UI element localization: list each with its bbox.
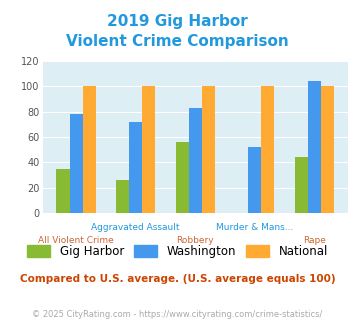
- Text: Aggravated Assault: Aggravated Assault: [92, 222, 180, 232]
- Bar: [248, 147, 261, 213]
- Bar: [176, 142, 189, 213]
- Text: Robbery: Robbery: [176, 237, 214, 246]
- Bar: [142, 86, 155, 213]
- Text: Compared to U.S. average. (U.S. average equals 100): Compared to U.S. average. (U.S. average …: [20, 274, 335, 284]
- Text: © 2025 CityRating.com - https://www.cityrating.com/crime-statistics/: © 2025 CityRating.com - https://www.city…: [32, 310, 323, 319]
- Text: Murder & Mans...: Murder & Mans...: [216, 222, 294, 232]
- Text: 2019 Gig Harbor: 2019 Gig Harbor: [107, 14, 248, 29]
- Bar: [129, 122, 142, 213]
- Text: All Violent Crime: All Violent Crime: [38, 237, 114, 246]
- Bar: [308, 81, 321, 213]
- Bar: [261, 86, 274, 213]
- Bar: [202, 86, 215, 213]
- Text: Rape: Rape: [303, 237, 326, 246]
- Bar: [70, 114, 83, 213]
- Bar: [321, 86, 334, 213]
- Legend: Gig Harbor, Washington, National: Gig Harbor, Washington, National: [22, 240, 333, 263]
- Bar: [189, 108, 202, 213]
- Text: Violent Crime Comparison: Violent Crime Comparison: [66, 34, 289, 49]
- Bar: [56, 169, 70, 213]
- Bar: [83, 86, 96, 213]
- Bar: [116, 180, 129, 213]
- Bar: [295, 157, 308, 213]
